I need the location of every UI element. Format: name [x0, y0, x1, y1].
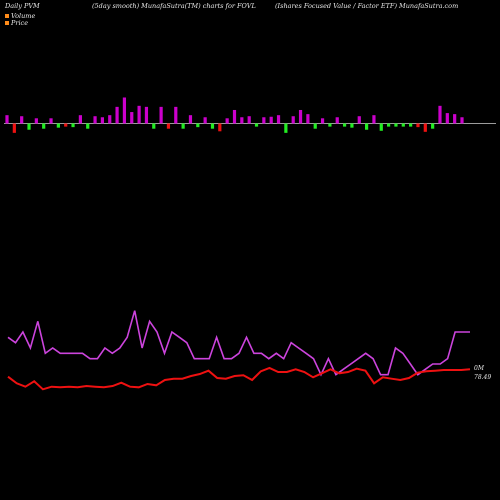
- volume-bar: [460, 117, 464, 124]
- volume-bar: [423, 123, 427, 132]
- volume-bar: [78, 115, 82, 124]
- volume-bar: [225, 118, 229, 124]
- volume-bar: [335, 117, 339, 124]
- volume-bar: [328, 123, 332, 127]
- volume-bar: [100, 117, 104, 124]
- volume-bar: [262, 117, 266, 124]
- header-center: (5day smooth) MunafaSutra(TM) charts for…: [92, 2, 256, 10]
- volume-bar: [357, 116, 361, 124]
- volume-bar: [181, 123, 185, 129]
- price-line: [7, 366, 471, 391]
- volume-bar: [232, 109, 237, 124]
- volume-bar: [240, 117, 244, 124]
- price-axis-label: 78.49: [474, 374, 491, 381]
- header-right: (Ishares Focused Value / Factor ETF) Mun…: [275, 2, 458, 10]
- volume-bar: [12, 123, 16, 133]
- volume-bar: [42, 123, 46, 129]
- volume-bar: [5, 115, 9, 124]
- volume-bar: [174, 106, 178, 124]
- volume-bar: [247, 116, 251, 124]
- volume-bar: [93, 116, 97, 124]
- volume-bar: [56, 123, 60, 128]
- volume-axis-label: 0M: [474, 365, 485, 372]
- volume-bar: [108, 115, 112, 124]
- volume-bar: [401, 123, 405, 127]
- volume-bar: [71, 123, 75, 128]
- volume-bar: [394, 123, 398, 127]
- legend-price-label: Price: [10, 19, 28, 27]
- volume-bar: [20, 116, 24, 124]
- volume-bar: [218, 123, 222, 132]
- volume-bar: [350, 123, 354, 128]
- volume-bar: [365, 123, 369, 130]
- volume-bar: [269, 116, 273, 124]
- volume-bar: [254, 123, 259, 127]
- volume-bar: [203, 117, 207, 124]
- volume-bars: [5, 97, 464, 133]
- volume-bar: [372, 115, 376, 124]
- volume-bar: [438, 105, 442, 124]
- volume-bar: [306, 114, 310, 124]
- volume-bar: [196, 123, 200, 128]
- volume-bar: [64, 123, 68, 127]
- volume-bar: [49, 118, 53, 124]
- volume-bar: [152, 123, 156, 129]
- volume-bar: [298, 109, 303, 124]
- volume-bar: [86, 123, 90, 129]
- legend-volume-label: Volume: [11, 12, 35, 20]
- volume-line: [7, 310, 470, 377]
- volume-bar: [159, 106, 163, 124]
- volume-bar: [379, 123, 383, 131]
- volume-bar: [387, 123, 391, 127]
- price-line-group: [7, 366, 471, 391]
- volume-bar: [320, 118, 325, 124]
- volume-bar: [291, 116, 295, 124]
- volume-bar: [27, 123, 31, 130]
- legend-price-swatch: [5, 21, 9, 25]
- volume-bar: [115, 106, 119, 124]
- volume-bar: [342, 123, 347, 127]
- volume-bar: [137, 105, 141, 124]
- volume-bar: [144, 106, 149, 124]
- volume-bar: [416, 123, 420, 128]
- header-left: Daily PVM: [4, 2, 40, 10]
- volume-bar: [188, 115, 193, 124]
- volume-bar: [453, 114, 457, 124]
- volume-bar: [210, 123, 215, 129]
- volume-bar: [284, 123, 288, 133]
- legend-volume-swatch: [5, 14, 9, 18]
- volume-bar: [122, 97, 127, 124]
- volume-bar: [276, 115, 281, 124]
- volume-bar: [431, 123, 435, 129]
- volume-bar: [166, 123, 171, 129]
- volume-bar: [34, 118, 38, 124]
- volume-bar: [313, 123, 317, 129]
- volume-bar: [130, 112, 134, 124]
- volume-bar: [409, 123, 413, 127]
- volume-bar: [445, 113, 449, 124]
- volume-line-group: [7, 310, 470, 377]
